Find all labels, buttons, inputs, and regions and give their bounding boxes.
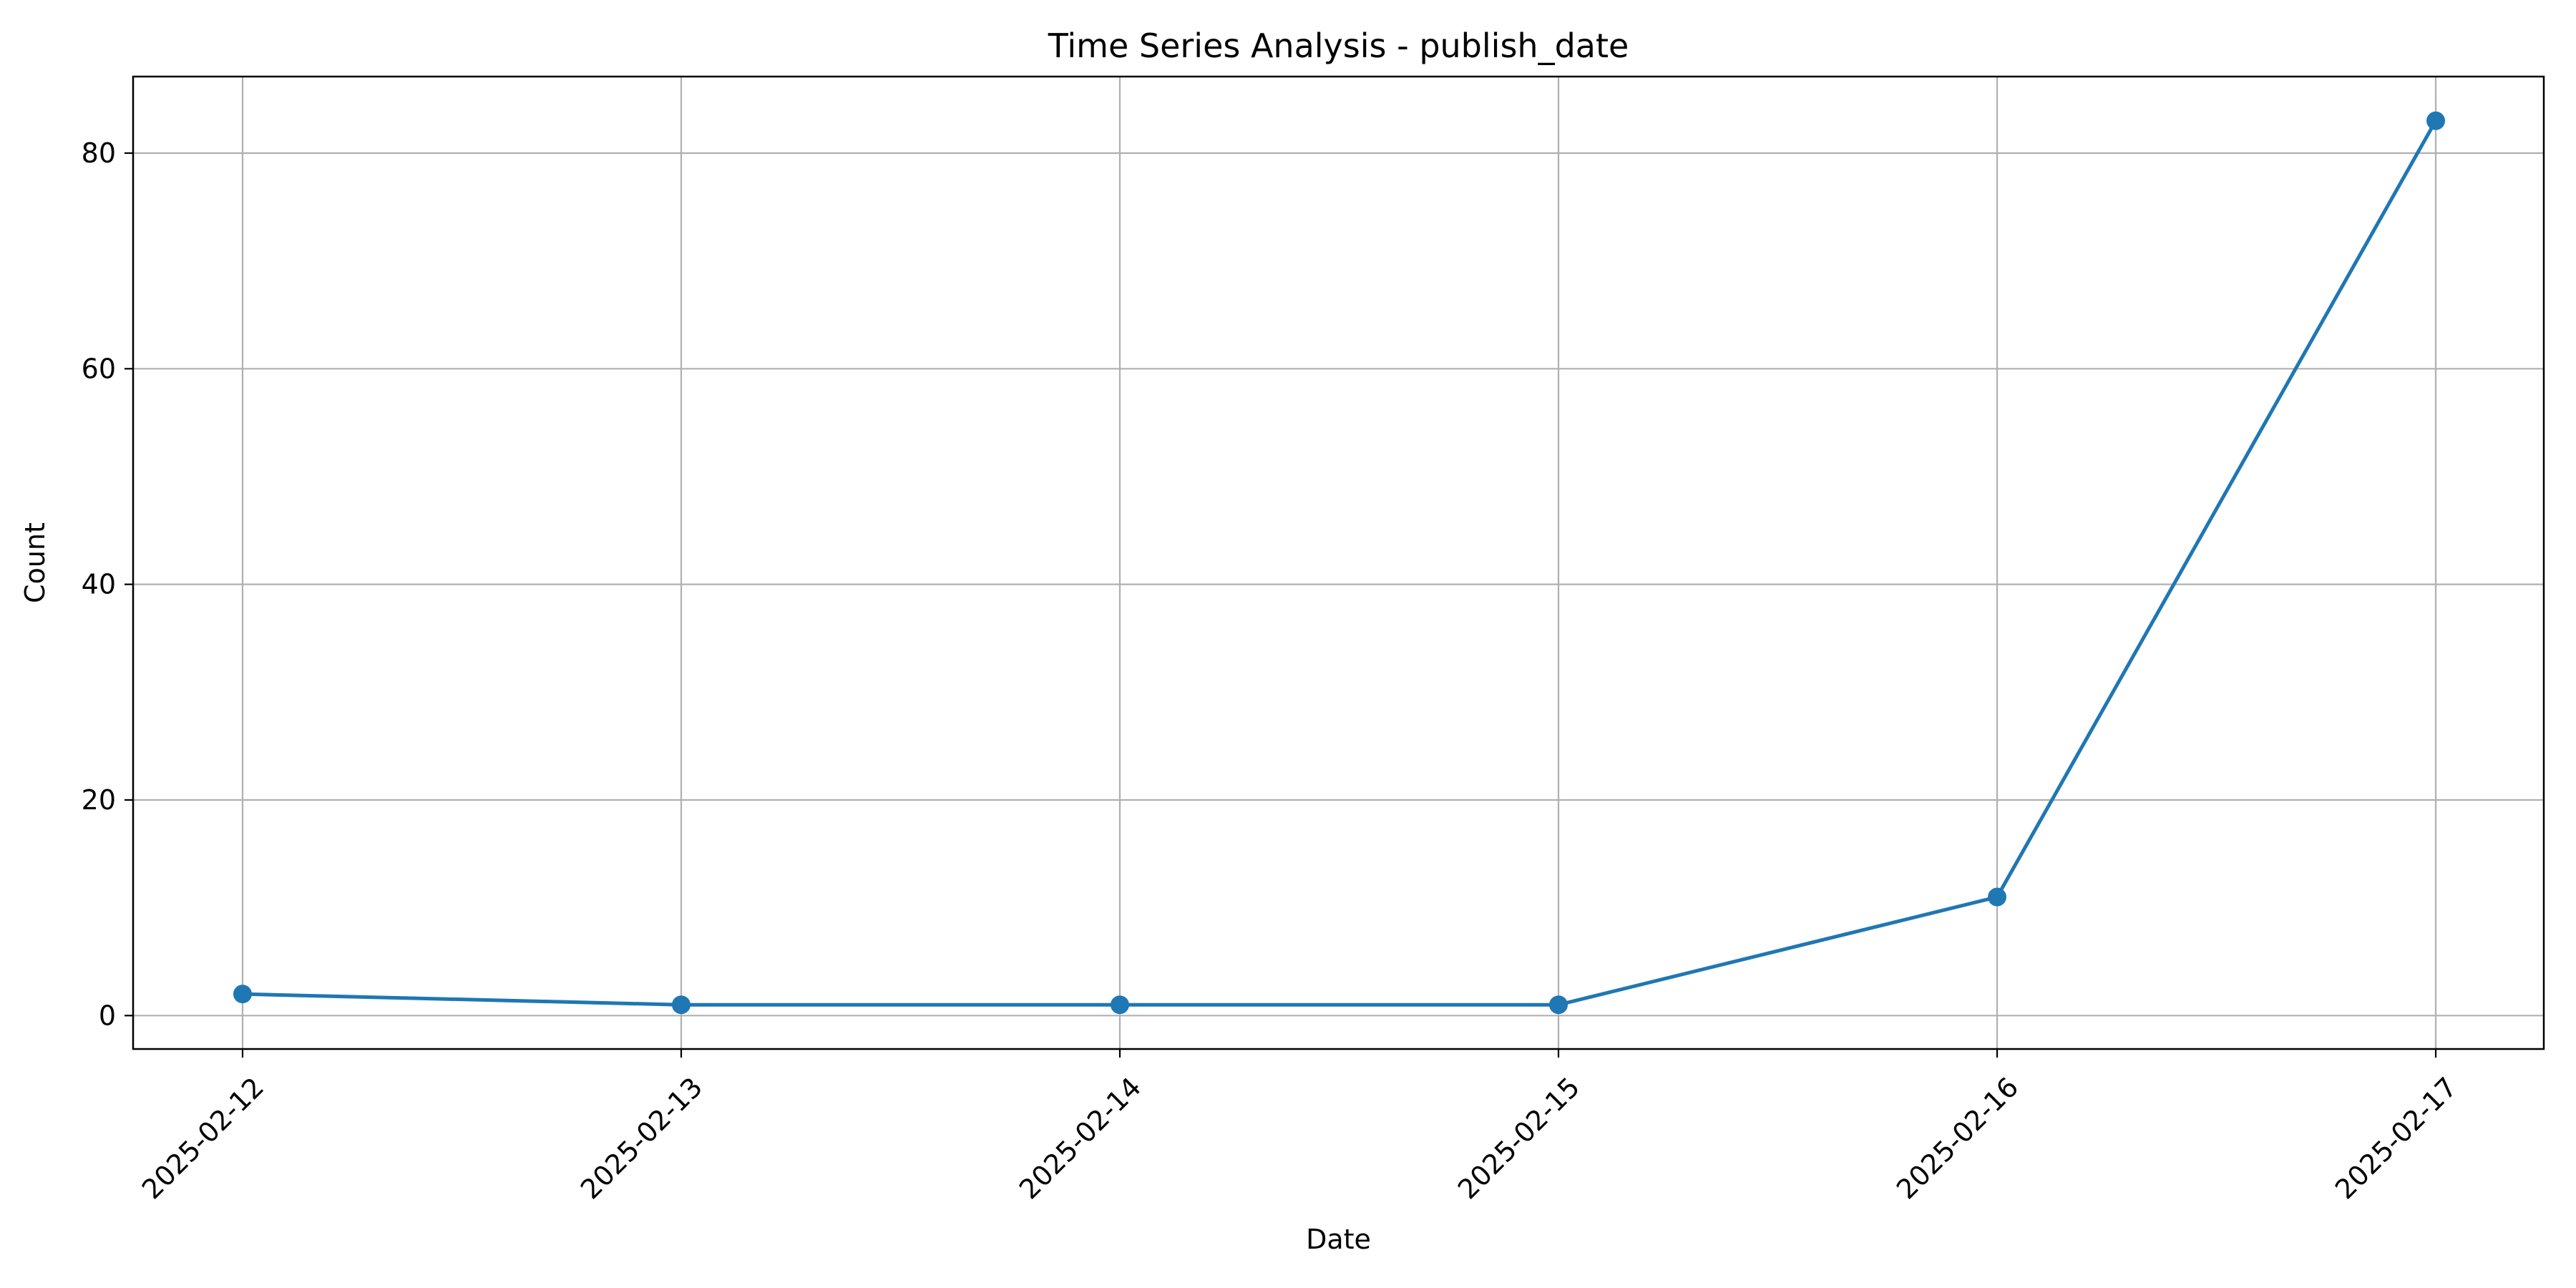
data-point-2025-02-13	[672, 995, 691, 1015]
chart-title: Time Series Analysis - publish_date	[1048, 26, 1629, 65]
y-axis-label: Count	[19, 522, 51, 603]
series-line	[240, 119, 2438, 1007]
y-tick-label: 40	[82, 569, 116, 600]
x-axis-label: Date	[1306, 1224, 1371, 1255]
data-point-2025-02-14	[1111, 995, 1129, 1015]
y-tick-label: 0	[99, 1000, 116, 1031]
grid-lines	[133, 77, 2544, 1049]
data-point-2025-02-16	[1988, 887, 2006, 907]
data-point-2025-02-12	[233, 985, 252, 1004]
y-tick-label: 20	[82, 784, 116, 816]
y-tick-label: 60	[82, 353, 116, 384]
y-tick-label: 80	[82, 137, 116, 169]
data-point-2025-02-15	[1549, 995, 1568, 1015]
plot-area-frame	[132, 75, 2545, 1050]
data-point-2025-02-17	[2426, 111, 2445, 130]
series-layer	[233, 111, 2445, 1015]
